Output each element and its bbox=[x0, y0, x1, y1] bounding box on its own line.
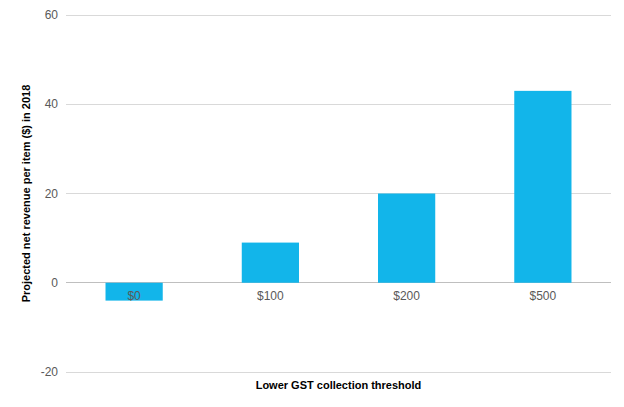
y-tick-label: 40 bbox=[45, 97, 59, 111]
x-tick-label: $0 bbox=[127, 289, 141, 303]
y-tick-label: -20 bbox=[41, 365, 59, 379]
grid bbox=[66, 15, 611, 372]
x-tick-label: $100 bbox=[257, 289, 284, 303]
grid-line bbox=[66, 372, 611, 373]
y-tick-label: 0 bbox=[51, 276, 58, 290]
chart-container: -20 0 20 40 60 $0 $100 $200 $500 Lower GST collec… bbox=[0, 0, 624, 407]
y-axis-title: Projected net revenue per item ($) in 20… bbox=[20, 85, 32, 303]
chart: -20 0 20 40 60 $0 $100 $200 $500 Lower GST collec… bbox=[0, 0, 624, 407]
x-tick-label: $500 bbox=[530, 289, 557, 303]
bar bbox=[514, 91, 571, 283]
y-tick-label: 60 bbox=[45, 8, 59, 22]
bar bbox=[242, 243, 299, 283]
grid-line bbox=[66, 15, 611, 16]
bar bbox=[378, 194, 435, 283]
y-tick-label: 20 bbox=[45, 187, 59, 201]
x-axis-title: Lower GST collection threshold bbox=[256, 379, 422, 391]
x-tick-label: $200 bbox=[393, 289, 420, 303]
bars bbox=[106, 91, 572, 301]
